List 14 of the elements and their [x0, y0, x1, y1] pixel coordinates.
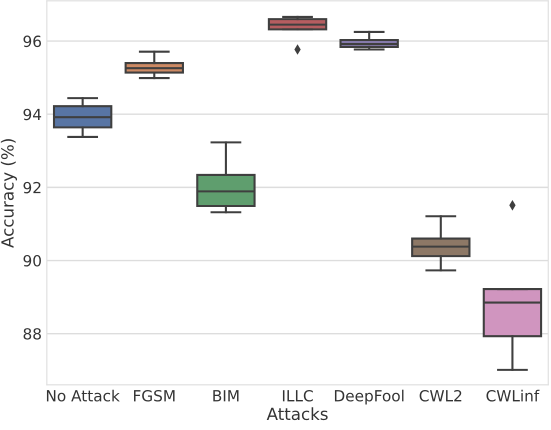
x-tick-label: ILLC: [282, 390, 313, 402]
x-tick-label: No Attack: [46, 390, 120, 402]
x-tick-label: DeepFool: [334, 390, 404, 404]
x-tick-label: CWLinf: [486, 390, 540, 402]
y-tick-label: 90: [23, 254, 41, 267]
x-axis-title: Attacks: [266, 407, 328, 420]
x-tick-label: FGSM: [134, 390, 175, 402]
y-tick-label: 94: [23, 108, 42, 120]
y-tick-label: 92: [23, 182, 40, 194]
x-tick-label: BIM: [213, 390, 238, 402]
y-tick-label: 96: [23, 36, 42, 48]
y-tick-label: 88: [24, 328, 41, 340]
x-tick-label: CWL2: [420, 390, 462, 402]
y-axis-title: Accuracy (%): [0, 139, 17, 248]
